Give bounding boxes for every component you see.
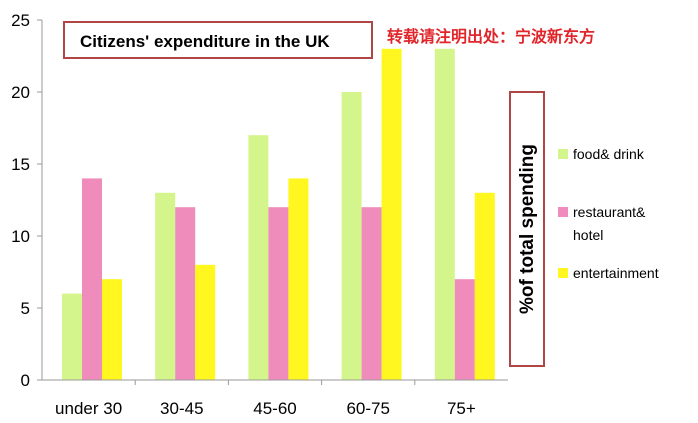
legend-label-0: food& drink (573, 146, 645, 162)
y-tick-label: 10 (11, 227, 30, 246)
bar-1-3 (361, 207, 382, 380)
y-axis-label-box (509, 91, 545, 367)
bar-2-3 (381, 48, 402, 381)
bar-1-4 (454, 279, 475, 380)
x-tick-label: 30-45 (160, 399, 203, 418)
bar-0-1 (155, 192, 176, 380)
y-tick-label: 0 (21, 371, 30, 390)
axes-group: 0 5 10 15 20 25 under 30 30-45 45-60 60-75 75+ (11, 11, 508, 418)
legend-label-2: entertainment (573, 265, 659, 281)
bar-2-2 (288, 178, 309, 380)
legend-swatch-2 (558, 268, 568, 278)
watermark-text: 转载请注明出处：宁波新东方 (387, 27, 595, 46)
x-tick-label: 75+ (447, 399, 476, 418)
bar-1-0 (82, 178, 102, 380)
x-tick-label: under 30 (55, 399, 122, 418)
bar-0-2 (248, 135, 269, 380)
legend: food& drink restaurant&hotel entertainment (558, 146, 659, 281)
bar-0-0 (62, 293, 82, 380)
y-tick-label: 20 (11, 83, 30, 102)
bar-2-4 (474, 192, 495, 380)
legend-swatch-1 (558, 207, 568, 217)
y-axis-label: %of total spending (517, 144, 538, 314)
chart-title: Citizens' expenditure in the UK (80, 32, 330, 51)
bar-2-0 (102, 279, 122, 380)
bar-1-1 (175, 207, 196, 380)
bar-2-1 (195, 264, 216, 380)
legend-label-1: hotel (573, 227, 603, 243)
legend-swatch-0 (558, 149, 568, 159)
y-tick-label: 25 (11, 11, 30, 30)
x-tick-label: 45-60 (253, 399, 296, 418)
y-tick-label: 5 (21, 299, 30, 318)
bar-0-3 (341, 92, 362, 380)
legend-label-1: restaurant& (573, 204, 646, 220)
y-tick-label: 15 (11, 155, 30, 174)
bar-1-2 (268, 207, 289, 380)
chart-title-box (63, 21, 373, 59)
bar-0-4 (434, 48, 455, 381)
bars-group (62, 48, 495, 381)
x-tick-label: 60-75 (346, 399, 389, 418)
